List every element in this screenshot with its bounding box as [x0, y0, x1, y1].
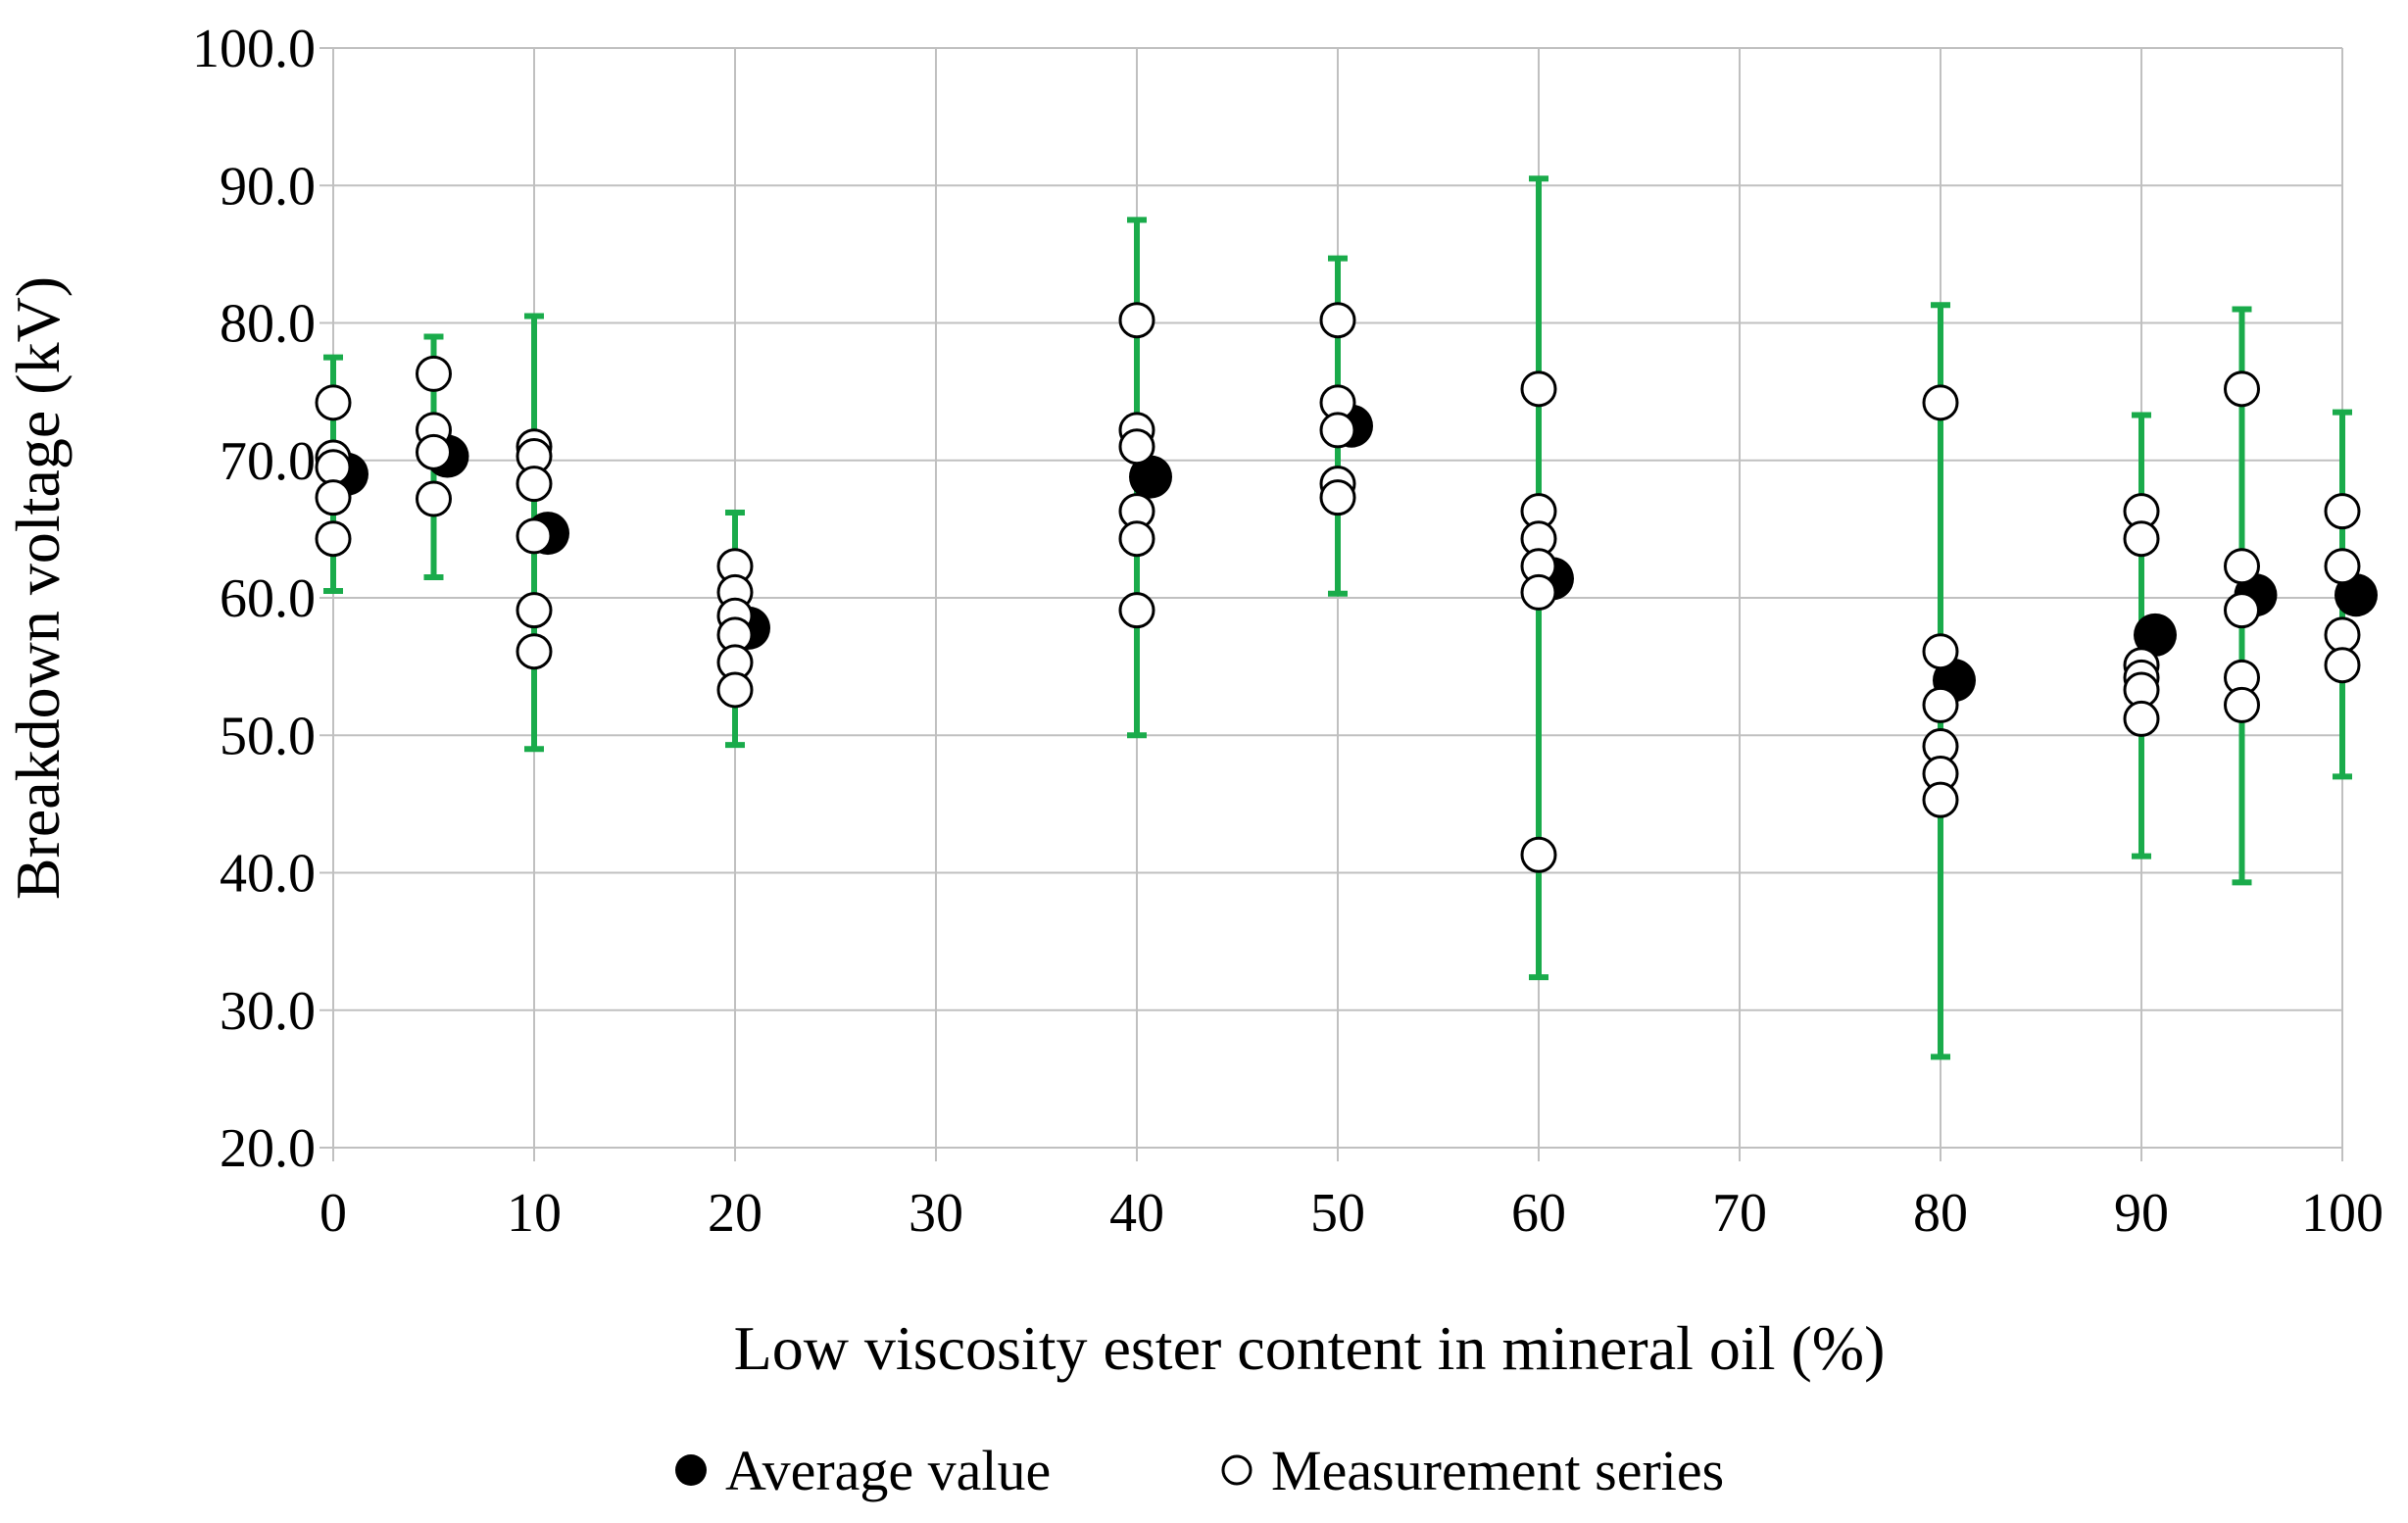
x-tick-label: 30	[909, 1183, 963, 1244]
measurement-point	[1118, 520, 1155, 558]
measurement-point	[315, 449, 352, 486]
x-tick-label: 0	[319, 1183, 347, 1244]
legend-average-label: Average value	[725, 1439, 1051, 1502]
measurement-point	[315, 384, 352, 421]
x-tick-label: 80	[1913, 1183, 1968, 1244]
grid-lines	[319, 47, 2343, 1161]
legend: Average value Measurement series	[675, 1439, 1724, 1502]
measurement-point	[1319, 302, 1356, 339]
legend-item-average: Average value	[675, 1439, 1051, 1502]
average-value-point	[2334, 573, 2378, 617]
measurement-point	[2224, 592, 2260, 629]
measurement-point	[516, 466, 553, 503]
measurement-point	[1319, 412, 1356, 449]
x-axis-title: Low viscosity ester content in mineral o…	[734, 1313, 1886, 1383]
measurement-point	[516, 592, 553, 629]
measurement-point	[2324, 616, 2361, 654]
x-tick-label: 20	[708, 1183, 762, 1244]
measurement-point	[1520, 573, 1557, 611]
measurement-point	[416, 355, 452, 392]
x-tick-label: 100	[2301, 1183, 2383, 1244]
y-tick-label: 80.0	[220, 294, 316, 355]
legend-item-measurement: Measurement series	[1221, 1439, 1724, 1502]
measurement-point	[1922, 384, 1959, 421]
measurement-point	[1319, 479, 1356, 516]
y-tick-label: 60.0	[220, 568, 316, 629]
x-tick-label: 60	[1511, 1183, 1566, 1244]
y-axis-title: Breakdown voltage (kV)	[3, 276, 73, 900]
average-value-point	[1129, 455, 1172, 499]
legend-measurement-label: Measurement series	[1271, 1439, 1724, 1502]
average-value-point	[2134, 613, 2177, 657]
measurement-point	[1118, 428, 1155, 466]
legend-average-marker	[675, 1454, 707, 1486]
x-tick-label: 40	[1109, 1183, 1164, 1244]
measurement-point	[2324, 493, 2361, 530]
y-tick-label: 50.0	[220, 706, 316, 766]
y-axis-tick-labels: 20.0 30.0 40.0 50.0 60.0 70.0 80.0 90.0 100.0	[192, 19, 316, 1179]
y-tick-label: 70.0	[220, 431, 316, 492]
measurement-point	[2123, 520, 2160, 558]
measurement-point	[516, 517, 553, 555]
measurement-point	[2123, 700, 2160, 737]
y-tick-label: 20.0	[220, 1118, 316, 1179]
measurement-point	[1118, 592, 1155, 629]
measurement-point	[416, 480, 452, 517]
measurement-point	[1922, 686, 1959, 723]
x-tick-label: 70	[1712, 1183, 1767, 1244]
y-tick-label: 90.0	[220, 156, 316, 217]
x-tick-label: 10	[507, 1183, 562, 1244]
measurement-point	[2224, 686, 2260, 723]
measurement-point	[315, 479, 352, 516]
average-value-markers	[325, 404, 2378, 703]
measurement-point	[2324, 548, 2361, 585]
measurement-series-markers	[315, 302, 2361, 873]
measurement-point	[2224, 370, 2260, 408]
y-tick-label: 30.0	[220, 981, 316, 1042]
measurement-point	[2324, 647, 2361, 684]
x-axis-tick-labels: 0 10 20 30 40 50 60 70 80 90 100	[319, 1183, 2383, 1244]
measurement-point	[716, 671, 754, 709]
measurement-point	[2224, 548, 2260, 585]
measurement-point	[416, 433, 452, 470]
y-tick-label: 40.0	[220, 844, 316, 905]
measurement-point	[1922, 633, 1959, 670]
legend-measurement-marker	[1221, 1454, 1253, 1486]
x-tick-label: 90	[2114, 1183, 2169, 1244]
measurement-point	[1118, 302, 1155, 339]
y-tick-label: 100.0	[192, 19, 316, 79]
x-tick-label: 50	[1310, 1183, 1365, 1244]
measurement-point	[315, 520, 352, 558]
measurement-point	[1922, 781, 1959, 818]
measurement-point	[1520, 836, 1557, 873]
measurement-point	[516, 633, 553, 670]
measurement-point	[1520, 370, 1557, 408]
